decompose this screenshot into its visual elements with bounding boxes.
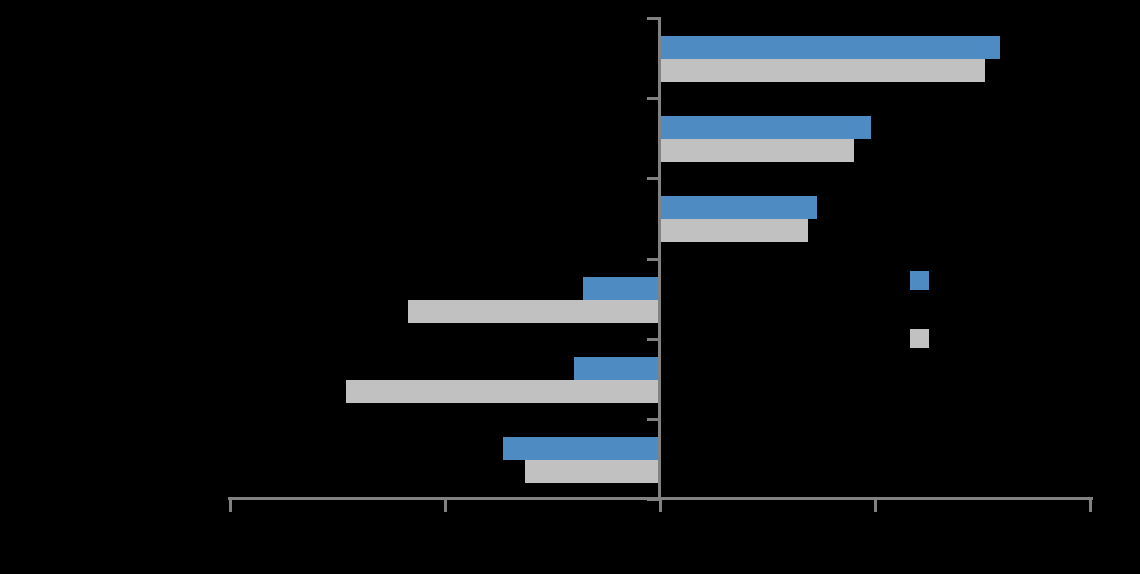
category-axis-tick [647,418,661,421]
bar-gray-cat4 [408,299,660,323]
value-axis-tick [659,497,662,512]
value-axis-tick [874,497,877,512]
bar-gray-cat5 [346,379,660,403]
bar-gray-cat2 [660,139,854,163]
bar-gray-cat6 [524,459,660,483]
category-axis-tick [647,97,661,100]
bar-blue-cat3 [660,196,817,220]
category-axis-tick [647,17,661,20]
category-axis-tick [647,338,661,341]
legend-swatch-blue [910,271,929,290]
category-axis-tick [647,258,661,261]
legend-label-blue [936,271,1086,290]
bar-gray-cat3 [660,219,809,243]
value-axis-tick [444,497,447,512]
bar-blue-cat6 [503,436,660,460]
legend-label-gray [936,329,1086,348]
bar-blue-cat5 [574,356,660,380]
category-axis-tick [647,177,661,180]
bar-blue-cat2 [660,116,871,140]
legend-swatch-gray [910,329,929,348]
category-axis-tick [647,498,661,501]
value-axis-tick [1089,497,1092,512]
bar-gray-cat1 [660,59,985,82]
bar-blue-cat1 [660,36,1000,59]
bar-blue-cat4 [582,276,660,300]
value-axis-tick [229,497,232,512]
